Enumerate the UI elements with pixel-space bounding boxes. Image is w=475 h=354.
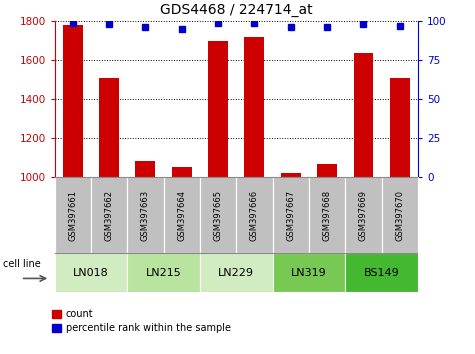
Bar <box>273 177 309 253</box>
Text: GSM397666: GSM397666 <box>250 189 259 241</box>
Text: GSM397667: GSM397667 <box>286 189 295 241</box>
Text: LN018: LN018 <box>73 268 109 278</box>
Text: LN229: LN229 <box>218 268 254 278</box>
Bar <box>345 177 381 253</box>
Bar <box>208 41 228 177</box>
Bar <box>245 37 265 177</box>
Bar <box>281 173 301 177</box>
Bar <box>309 177 345 253</box>
Text: GSM397668: GSM397668 <box>323 189 332 241</box>
Bar <box>127 253 200 292</box>
Text: GSM397661: GSM397661 <box>68 189 77 241</box>
Bar <box>55 253 127 292</box>
Text: GSM397664: GSM397664 <box>177 189 186 241</box>
Bar <box>273 253 345 292</box>
Text: cell line: cell line <box>3 259 40 269</box>
Bar <box>390 78 410 177</box>
Bar <box>200 253 273 292</box>
Bar <box>200 177 237 253</box>
Bar <box>63 25 83 177</box>
Bar <box>345 253 418 292</box>
Text: LN215: LN215 <box>146 268 181 278</box>
Text: GSM397665: GSM397665 <box>214 189 223 241</box>
Bar <box>55 177 91 253</box>
Title: GDS4468 / 224714_at: GDS4468 / 224714_at <box>160 4 313 17</box>
Bar <box>237 177 273 253</box>
Bar <box>135 161 155 177</box>
Text: BS149: BS149 <box>364 268 399 278</box>
Bar <box>91 177 127 253</box>
Bar <box>99 78 119 177</box>
Bar <box>127 177 163 253</box>
Bar <box>353 53 373 177</box>
Text: GSM397669: GSM397669 <box>359 189 368 241</box>
Bar <box>163 177 200 253</box>
Text: GSM397663: GSM397663 <box>141 189 150 241</box>
Text: GSM397662: GSM397662 <box>104 189 114 241</box>
Bar <box>317 164 337 177</box>
Text: GSM397670: GSM397670 <box>395 189 404 241</box>
Legend: count, percentile rank within the sample: count, percentile rank within the sample <box>52 309 231 333</box>
Bar <box>381 177 418 253</box>
Bar <box>172 167 192 177</box>
Text: LN319: LN319 <box>291 268 327 278</box>
